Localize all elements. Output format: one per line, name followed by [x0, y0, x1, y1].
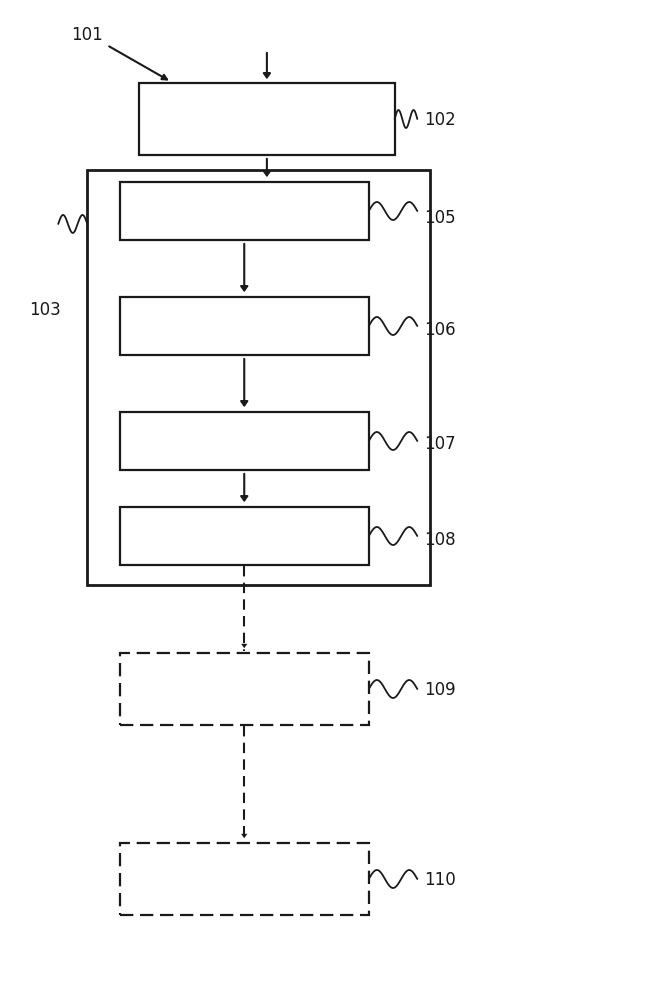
Text: 110: 110 [424, 871, 455, 889]
Text: 105: 105 [424, 209, 455, 227]
Bar [120, 843, 369, 915]
Text: 106: 106 [424, 321, 455, 339]
Text: 107: 107 [424, 435, 455, 453]
Bar [120, 507, 369, 565]
Text: 103: 103 [29, 301, 61, 319]
Text: 101: 101 [71, 26, 103, 44]
Text: 109: 109 [424, 681, 455, 699]
Bar [120, 412, 369, 470]
Bar [120, 653, 369, 725]
Bar [87, 170, 430, 585]
Text: 108: 108 [424, 531, 455, 549]
Bar [120, 182, 369, 240]
Bar [139, 83, 395, 155]
Text: 102: 102 [424, 111, 455, 129]
Bar [120, 297, 369, 355]
